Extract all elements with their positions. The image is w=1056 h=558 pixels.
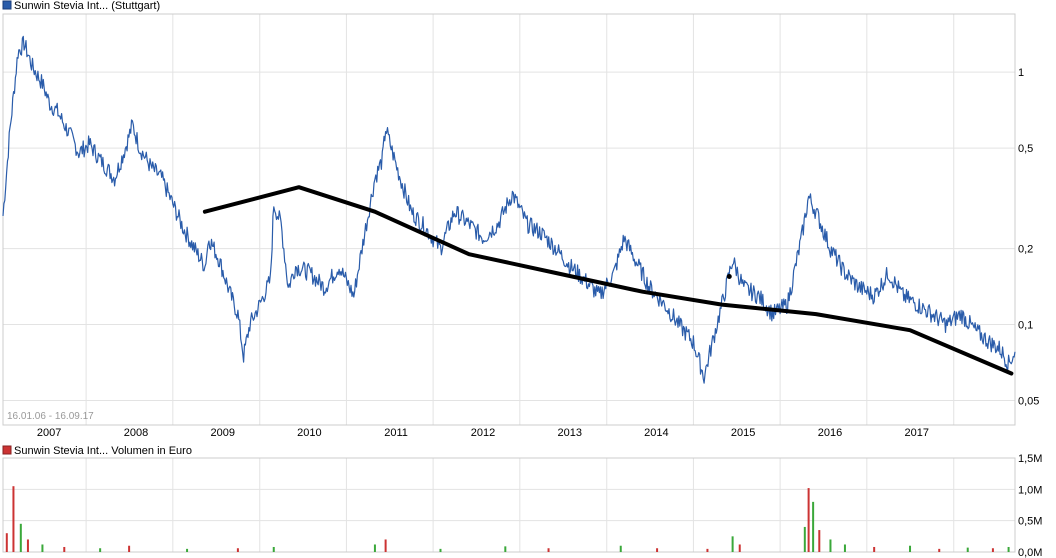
volume-legend-label: Sunwin Stevia Int... Volumen in Euro [14,445,192,457]
volume-bar [384,539,387,552]
volume-bar [272,546,275,552]
price-gridlines [3,14,1015,425]
volume-bar [843,544,846,552]
price-legend-swatch [2,0,12,10]
trend-line [202,185,1014,376]
volume-bar [128,545,131,552]
volume-bar [26,539,29,552]
volume-y-tick-label: 0,0M [1018,547,1042,558]
x-tick-label: 2010 [297,427,321,439]
volume-bar [991,548,994,552]
volume-bar [236,548,239,552]
trend-dot [726,274,732,280]
volume-y-tick-label: 0,5M [1018,516,1042,528]
volume-plot-frame [2,457,1016,553]
volume-y-axis: 1,5M 1,0M 0,5M 0,0M [1018,453,1042,558]
volume-panel: Sunwin Stevia Int... Volumen in Euro 1,5… [2,445,1042,558]
volume-bar [99,548,102,552]
volume-y-tick-label: 1,5M [1018,453,1042,465]
volume-legend-swatch [2,445,12,455]
x-tick-label: 2007 [37,427,61,439]
x-tick-label: 2011 [384,427,408,439]
volume-bar [1007,546,1010,552]
y-tick-label: 1 [1018,67,1024,79]
x-tick-label: 2013 [557,427,581,439]
volume-bar [706,548,709,552]
price-legend-label: Sunwin Stevia Int... (Stuttgart) [14,0,160,12]
x-tick-label: 2016 [818,427,842,439]
price-y-axis: 1 0,5 0,2 0,1 0,05 [1018,67,1039,407]
price-series-line [2,35,1016,384]
x-tick-label: 2014 [644,427,668,439]
y-tick-label: 0,2 [1018,244,1033,256]
volume-bar [966,547,969,552]
volume-bar [12,486,15,552]
volume-bar [619,545,622,552]
x-tick-label: 2015 [731,427,755,439]
volume-bar [656,548,659,552]
volume-bar [186,548,189,552]
volume-bar [909,545,912,552]
volume-bar [731,536,734,552]
price-panel: Sunwin Stevia Int... (Stuttgart) 1 0,5 0,2… [2,0,1039,439]
volume-bar [19,523,22,552]
x-tick-label: 2012 [471,427,495,439]
volume-bar [873,546,876,552]
volume-y-tick-label: 1,0M [1018,484,1042,496]
volume-bars [5,486,1010,552]
volume-bar [803,526,806,552]
y-tick-label: 0,5 [1018,143,1033,155]
volume-bar [938,548,941,552]
volume-bar [373,544,376,552]
volume-bar [829,539,832,552]
y-tick-label: 0,05 [1018,396,1039,408]
x-axis: 2007 2008 2009 2010 2011 2012 2013 2014 2015 2016… [37,427,929,439]
volume-bar [812,501,815,552]
volume-bar [738,544,741,552]
y-tick-label: 0,1 [1018,320,1033,332]
price-plot-frame [2,13,1016,426]
date-range-label: 16.01.06 - 16.09.17 [7,411,94,422]
volume-bar [504,546,507,552]
volume-bar [547,548,550,552]
volume-bar [818,530,821,552]
volume-gridlines [3,457,1015,552]
volume-bar [439,548,442,552]
x-tick-label: 2008 [124,427,148,439]
volume-bar [41,544,44,552]
volume-bar [63,546,66,552]
x-tick-label: 2017 [904,427,928,439]
x-tick-label: 2009 [210,427,234,439]
volume-bar [5,533,8,552]
trend-dots [726,274,732,280]
volume-bar [807,488,810,552]
